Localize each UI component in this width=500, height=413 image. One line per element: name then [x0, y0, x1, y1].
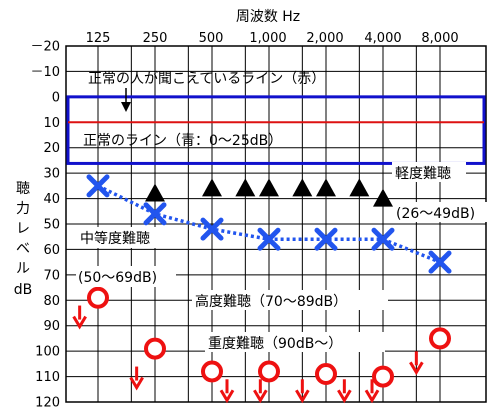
- y-tick-label: 0: [52, 90, 60, 105]
- arrow-down-marker: [409, 351, 424, 376]
- circle-marker: [201, 360, 223, 383]
- circle-marker: [315, 363, 337, 386]
- annotation-mild-range: (26～49dB): [396, 206, 475, 222]
- x-marker-stroke: [428, 250, 452, 274]
- y-tick-label: －20: [30, 40, 60, 55]
- y-axis-label-char: ル: [16, 261, 30, 277]
- x-marker-stroke: [371, 227, 395, 251]
- arrow-down-marker: [219, 379, 235, 404]
- y-tick-label: 80: [43, 294, 60, 309]
- annotations: 正常の人が聞こえているライン（赤） 正常のライン（青：0～25dB） 軽度難聴 …: [76, 71, 496, 352]
- label-bg: [394, 202, 496, 222]
- chart-title: 周波数 Hz: [236, 9, 300, 25]
- triangle-marker: [292, 178, 313, 197]
- triangle-marker: [145, 183, 165, 202]
- arrow-down-marker: [253, 379, 268, 404]
- y-axis-label-unit: dB: [14, 282, 33, 298]
- annotation-moderate: 中等度難聴: [80, 230, 150, 247]
- x-marker: [428, 250, 452, 274]
- triangle-marker: [316, 178, 336, 197]
- x-marker-stroke: [200, 217, 224, 241]
- circle-marker: [87, 286, 109, 309]
- y-tick-label: 40: [43, 192, 60, 207]
- x-marker: [200, 217, 224, 241]
- y-tick-label: 30: [43, 167, 60, 182]
- triangle-marker: [235, 178, 256, 197]
- x-tick-label: 125: [86, 31, 111, 46]
- annotation-profound: 重度難聴（90dB～）: [208, 336, 342, 352]
- x-tick-label: 8,000: [421, 31, 458, 46]
- circle-marker: [372, 365, 394, 388]
- label-bg: [392, 162, 466, 182]
- y-tick-label: 60: [43, 243, 60, 258]
- x-tick-label: 250: [143, 31, 168, 46]
- triangle-marker: [259, 178, 279, 197]
- arrow-head: [129, 376, 144, 391]
- x-marker-stroke: [257, 227, 281, 251]
- x-marker: [314, 227, 338, 251]
- arrow-head: [253, 389, 268, 404]
- annotation-severe: 高度難聴（70～89dB）: [195, 293, 347, 310]
- annotation-arrow-head: [121, 102, 131, 112]
- arrow-head: [337, 389, 352, 404]
- axis-ticks: －20 －10 0 10 20 30 40 50 60 70 80 90 100 110 120 125 250…: [30, 31, 458, 411]
- y-tick-label: 90: [43, 319, 60, 334]
- x-marker-stroke: [314, 227, 338, 251]
- arrow-head: [295, 389, 310, 404]
- y-axis-label-char: 聴: [16, 181, 30, 197]
- annotation-mild: 軽度難聴: [395, 166, 451, 182]
- series-marks: [72, 174, 452, 404]
- x-marker-stroke: [86, 174, 110, 198]
- circle-marker: [429, 327, 451, 350]
- triangle-marker: [349, 178, 370, 197]
- arrow-head: [219, 389, 235, 404]
- normal-range-box: [66, 95, 486, 165]
- y-tick-label: 20: [43, 141, 60, 156]
- x-tick-label: 2,000: [306, 31, 343, 46]
- y-tick-label: 120: [35, 396, 60, 411]
- triangle-marker: [202, 178, 222, 197]
- y-tick-label: －10: [30, 65, 60, 80]
- y-tick-label: 70: [43, 268, 60, 283]
- normal-bands: [66, 95, 486, 165]
- y-tick-label: 10: [43, 116, 60, 131]
- label-bg: [192, 290, 388, 310]
- x-marker: [257, 227, 281, 251]
- y-tick-label: 100: [35, 345, 60, 360]
- arrow-head: [72, 315, 87, 330]
- arrow-down-marker: [129, 366, 144, 391]
- arrow-head: [409, 361, 424, 376]
- arrow-down-marker: [337, 379, 352, 404]
- x-tick-label: 500: [199, 31, 224, 46]
- arrow-head: [364, 389, 380, 404]
- y-tick-label: 110: [35, 370, 60, 385]
- circle-marker: [144, 337, 166, 360]
- x-marker: [86, 174, 110, 198]
- x-tick-label: 4,000: [364, 31, 401, 46]
- circle-marker: [258, 360, 280, 383]
- y-axis-label-char: ベ: [16, 241, 30, 257]
- x-marker: [371, 227, 395, 251]
- annotation-normal-range: 正常のライン（青：0～25dB）: [83, 133, 282, 149]
- y-axis-label-char: レ: [16, 221, 30, 237]
- annotation-moderate-range: (50～69dB): [78, 270, 157, 286]
- y-axis-label: 聴 力 レ ベ ル dB: [14, 181, 33, 298]
- x-marker-stroke: [143, 202, 167, 226]
- y-axis-label-char: 力: [16, 201, 30, 217]
- label-bg: [205, 332, 385, 352]
- y-tick-label: 50: [43, 218, 60, 233]
- arrow-down-marker: [72, 305, 87, 330]
- arrow-down-marker: [364, 379, 380, 404]
- label-bg: [76, 266, 176, 287]
- triangle-marker: [373, 188, 393, 207]
- x-tick-label: 1,000: [249, 31, 286, 46]
- x-marker: [143, 202, 167, 226]
- annotation-normal-person: 正常の人が聞こえているライン（赤）: [88, 71, 325, 87]
- label-bg: [76, 227, 170, 248]
- arrow-down-marker: [295, 379, 310, 404]
